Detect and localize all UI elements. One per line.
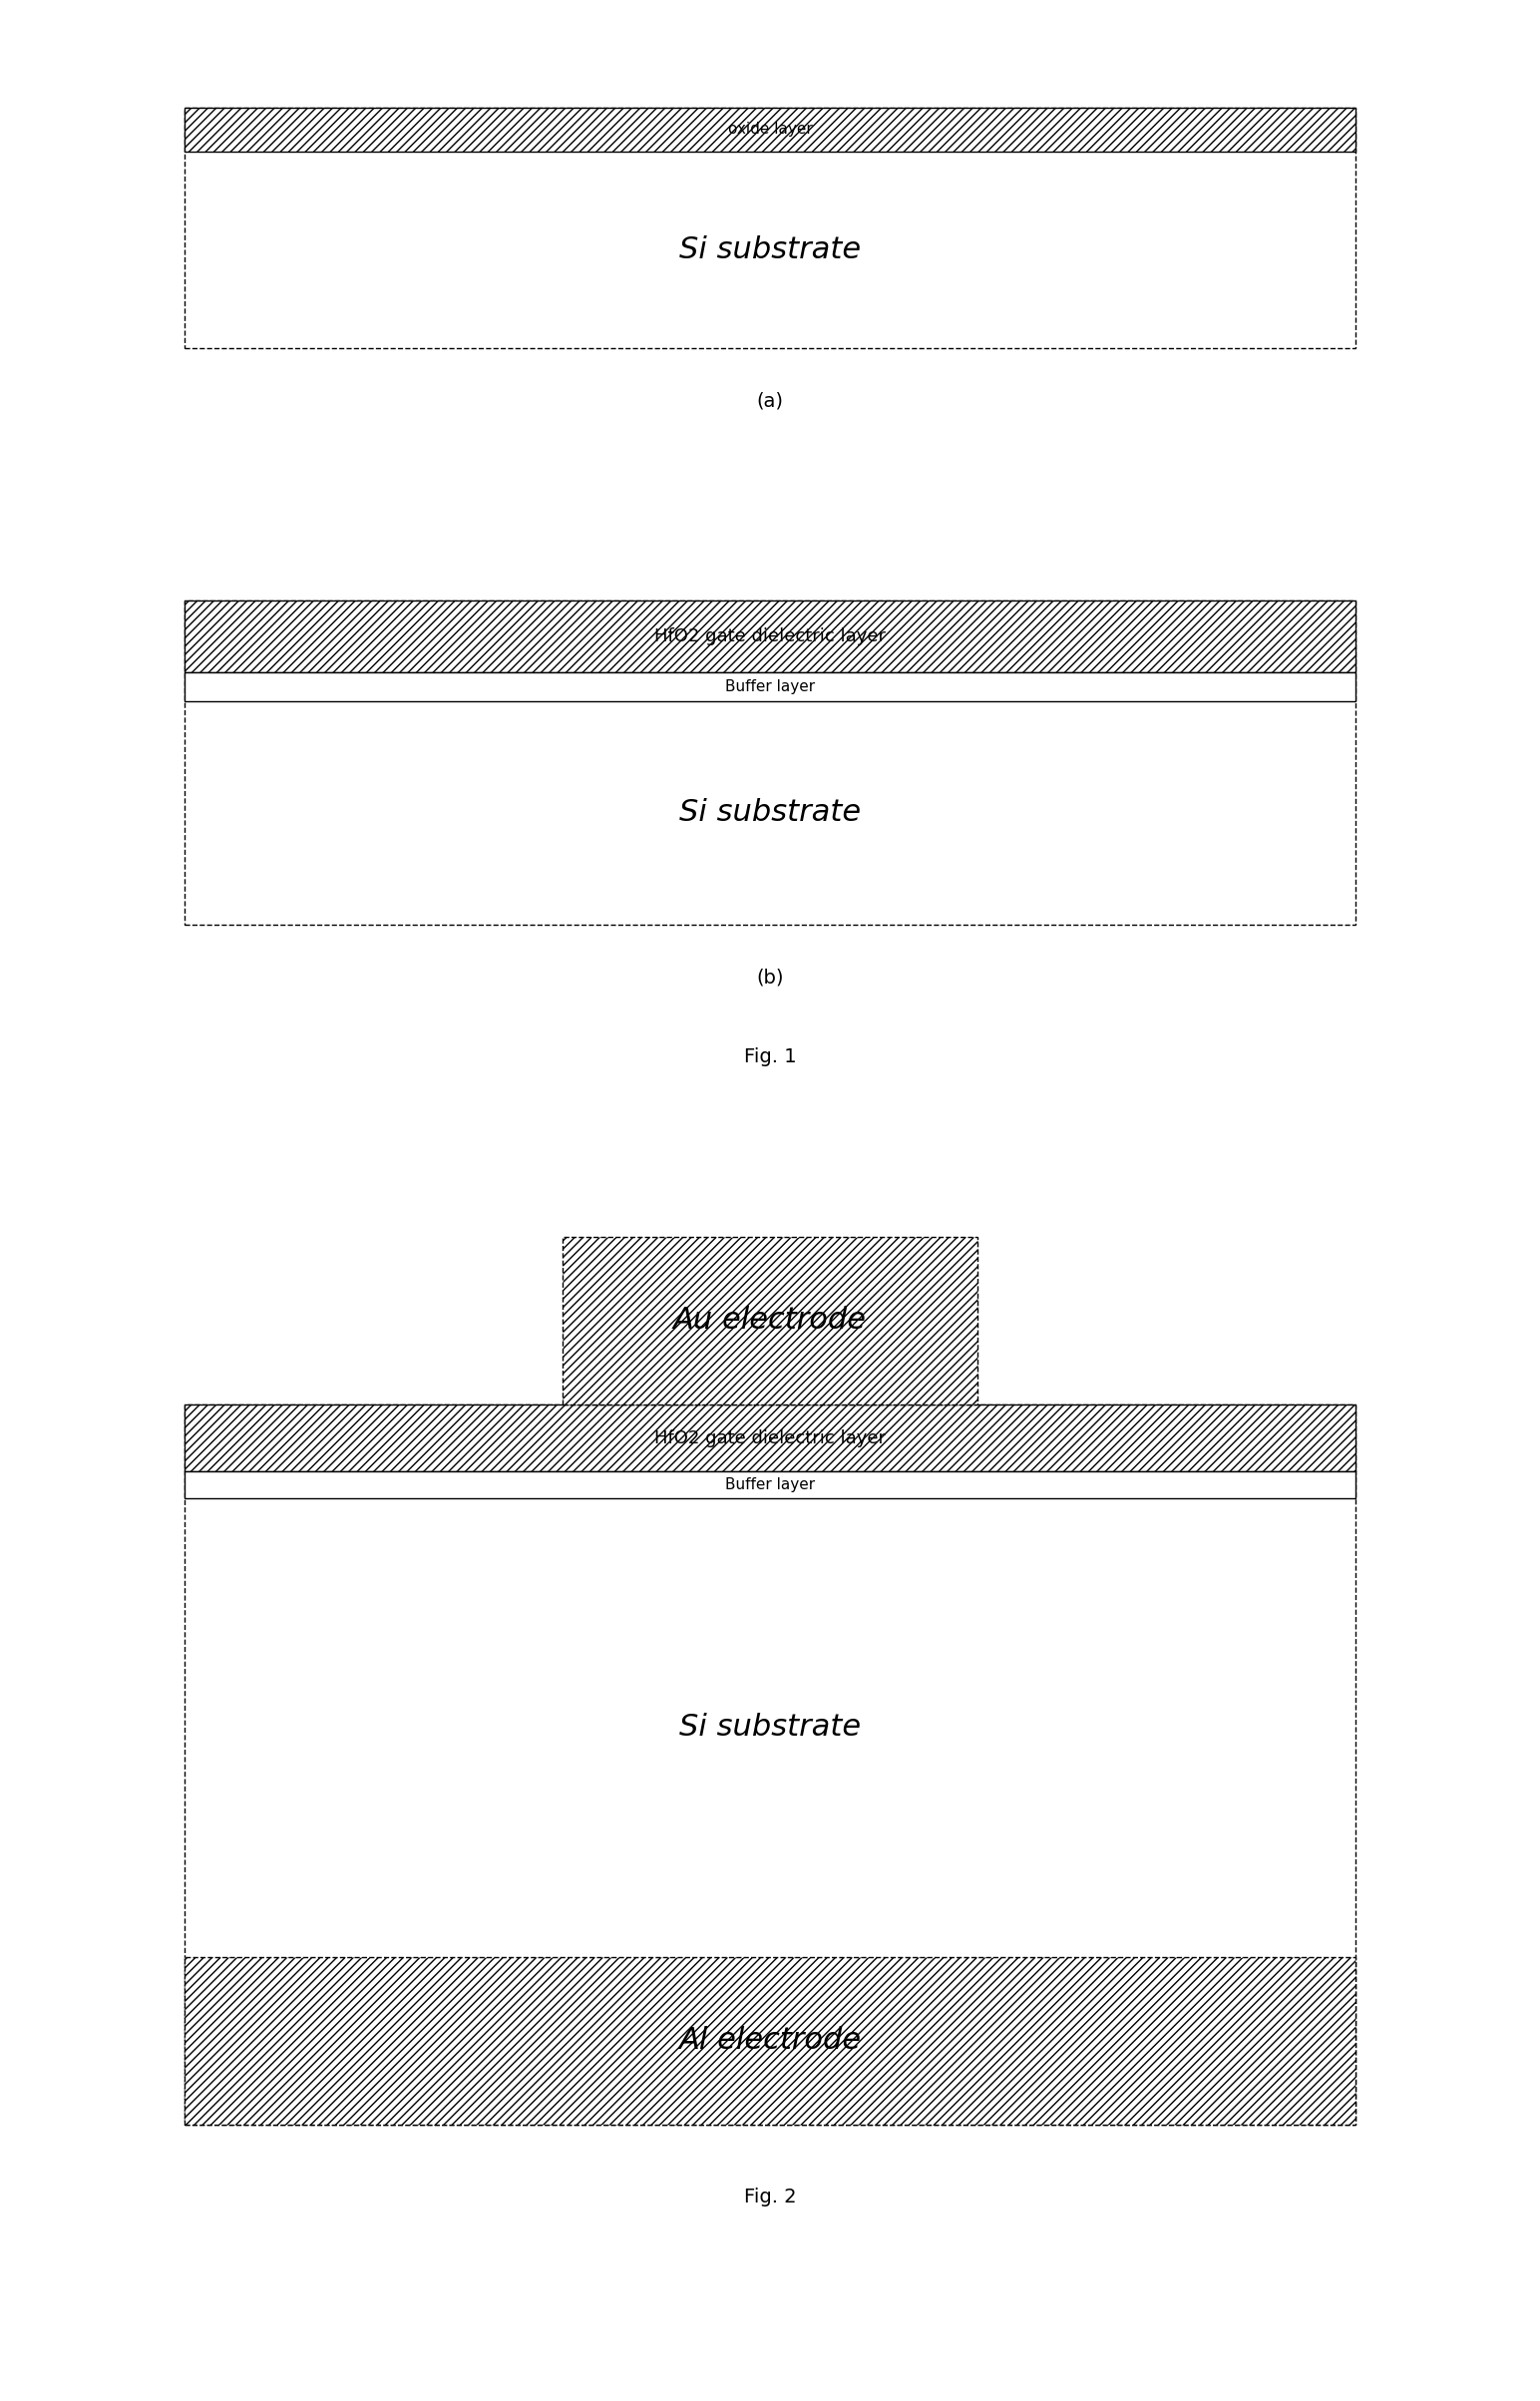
Text: HfO2 gate dielectric layer: HfO2 gate dielectric layer <box>654 627 885 646</box>
Bar <box>185 1405 1355 1472</box>
Bar <box>185 600 1355 924</box>
Text: Au electrode: Au electrode <box>673 1306 867 1335</box>
Bar <box>185 1957 1355 2125</box>
Bar <box>185 672 1355 701</box>
Text: Si substrate: Si substrate <box>679 235 861 264</box>
Text: Al electrode: Al electrode <box>679 2026 861 2055</box>
Text: Si substrate: Si substrate <box>679 797 861 828</box>
Text: HfO2 gate dielectric layer: HfO2 gate dielectric layer <box>654 1429 885 1448</box>
Bar <box>185 1405 1355 2125</box>
Text: Buffer layer: Buffer layer <box>725 679 815 694</box>
Text: Buffer layer: Buffer layer <box>725 1477 815 1493</box>
Bar <box>185 108 1355 348</box>
Text: Si substrate: Si substrate <box>679 1712 861 1743</box>
Text: oxide layer: oxide layer <box>728 122 812 137</box>
Text: Fig. 2: Fig. 2 <box>744 2187 796 2207</box>
Bar <box>185 600 1355 672</box>
Bar <box>185 1472 1355 1498</box>
Bar <box>562 1237 978 1405</box>
Text: Fig. 1: Fig. 1 <box>744 1047 796 1066</box>
Text: (a): (a) <box>756 391 784 411</box>
Bar <box>185 108 1355 151</box>
Text: (b): (b) <box>756 968 784 987</box>
